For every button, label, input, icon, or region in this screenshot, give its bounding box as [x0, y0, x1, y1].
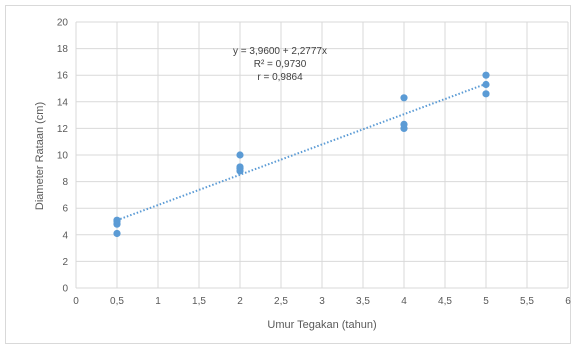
x-tick-label: 0 [73, 296, 79, 307]
data-point [482, 71, 490, 79]
data-point [113, 216, 121, 224]
data-point [236, 163, 244, 171]
y-tick-label: 20 [57, 18, 69, 29]
data-point [236, 151, 244, 159]
data-point [113, 229, 121, 238]
x-tick-label: 4,5 [438, 296, 452, 307]
x-tick-label: 4 [401, 296, 407, 307]
x-tick-label: 3 [319, 296, 325, 307]
y-tick-label: 4 [62, 230, 68, 241]
x-tick-label: 0,5 [110, 296, 124, 307]
x-axis-label: Umur Tegakan (tahun) [267, 319, 376, 331]
correlation-annotation: r = 0,9864 [257, 72, 303, 83]
y-tick-label: 2 [62, 257, 68, 268]
y-tick-label: 10 [57, 151, 69, 162]
r-squared-annotation: R² = 0,9730 [254, 59, 307, 70]
x-tick-label: 1,5 [192, 296, 206, 307]
x-tick-label: 5 [483, 296, 489, 307]
y-tick-label: 14 [57, 97, 69, 108]
equation-annotation: y = 3,9600 + 2,2777x [233, 46, 327, 57]
x-tick-label: 6 [565, 296, 571, 307]
y-tick-label: 16 [57, 71, 69, 82]
x-tick-label: 2,5 [274, 296, 288, 307]
x-tick-labels: 0 0,5 1 1,5 2 2,5 3 3,5 4 4,5 5 5,5 6 [73, 296, 571, 307]
x-tick-label: 2 [237, 296, 243, 307]
y-tick-label: 12 [57, 124, 69, 135]
trendline [116, 82, 487, 222]
y-tick-label: 8 [62, 177, 68, 188]
data-point [482, 80, 490, 89]
y-axis-label: Diameter Rataan (cm) [34, 102, 46, 210]
x-tick-label: 3,5 [356, 296, 370, 307]
scatter-chart: 0 0,5 1 1,5 2 2,5 3 3,5 4 4,5 5 5,5 6 0 2 4 6 8 10 12 14 16 1… [34, 18, 571, 332]
y-tick-label: 6 [62, 204, 68, 215]
x-tick-label: 1 [155, 296, 161, 307]
data-point [400, 94, 408, 102]
y-tick-labels: 0 2 4 6 8 10 12 14 16 18 20 [57, 18, 69, 295]
data-point [400, 120, 408, 129]
data-points [113, 71, 490, 238]
data-point [482, 90, 490, 98]
chart-frame: 0 0,5 1 1,5 2 2,5 3 3,5 4 4,5 5 5,5 6 0 2 4 6 8 10 12 14 16 1… [5, 5, 571, 344]
grid-lines [75, 21, 569, 289]
y-tick-label: 18 [57, 44, 69, 55]
y-tick-label: 0 [62, 284, 68, 295]
x-tick-label: 5,5 [520, 296, 534, 307]
